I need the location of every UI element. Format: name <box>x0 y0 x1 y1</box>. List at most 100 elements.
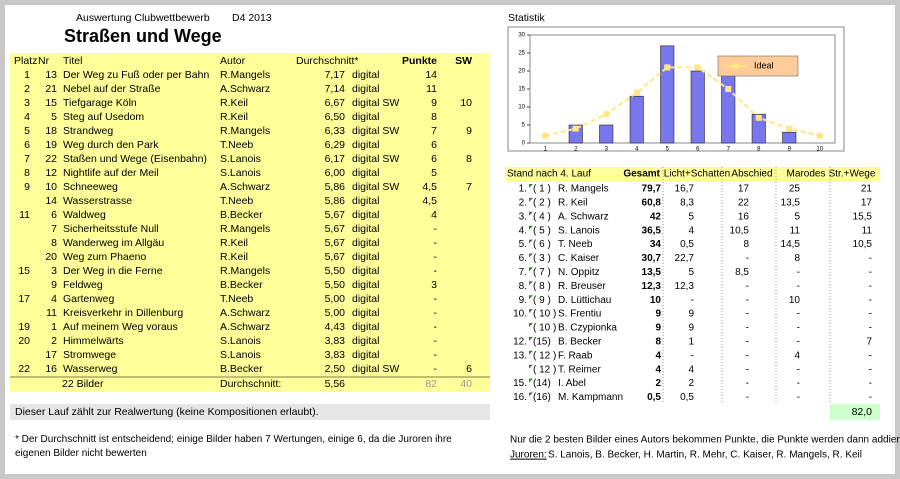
cell: digital <box>352 209 379 221</box>
cell: 5,67 <box>325 251 346 263</box>
cell: Schneeweg <box>63 181 118 193</box>
cell: digital <box>352 83 379 95</box>
marker <box>529 281 533 286</box>
cell: 36,5 <box>642 225 662 236</box>
cell: 9 <box>431 97 437 109</box>
cell: 22 <box>18 363 30 375</box>
marker <box>529 184 533 188</box>
cell: 6,00 <box>325 167 346 179</box>
cell: Tiefgarage Köln <box>63 97 137 109</box>
cell: 13,5 <box>642 267 662 278</box>
legend-label: Ideal <box>754 60 774 70</box>
cell: - <box>746 295 749 306</box>
cell: digital <box>352 139 379 151</box>
cell: 9. <box>519 295 527 306</box>
cell: 15 <box>45 97 57 109</box>
cell: ( 7 ) <box>533 267 551 278</box>
cell: 13. <box>513 350 527 361</box>
cell: S.Lanois <box>220 167 261 179</box>
cell: F. Raab <box>558 350 593 361</box>
cell: 4 <box>688 225 694 236</box>
cell: ( 6 ) <box>533 239 551 250</box>
cell: S.Lanois <box>220 153 261 165</box>
cell: 11 <box>862 225 873 236</box>
cell: 4 <box>655 364 661 375</box>
cell: 15 <box>18 265 30 277</box>
cell: - <box>434 251 438 263</box>
cell: digital SW <box>352 153 399 165</box>
cell: 7 <box>466 181 472 193</box>
cell: C. Kaiser <box>558 253 600 264</box>
column-header: Abschied <box>731 169 772 180</box>
cell: 14 <box>45 195 57 207</box>
cell: - <box>869 323 872 334</box>
cell: 5. <box>519 239 527 250</box>
marker <box>529 267 533 272</box>
cell: S. Frentiu <box>558 309 601 320</box>
cell: - <box>746 364 749 375</box>
column-header: Licht+Schatten <box>664 169 730 180</box>
cell: A.Schwarz <box>220 83 270 95</box>
cell: ( 10 ) <box>533 323 556 334</box>
cell: 3. <box>519 211 527 222</box>
cell: 3 <box>24 97 30 109</box>
cell: 4 <box>655 350 661 361</box>
cell: 7 <box>51 223 57 235</box>
cell: digital <box>352 321 379 333</box>
cell: - <box>746 253 749 264</box>
cell: ( 2 ) <box>533 198 551 209</box>
cell: 10. <box>513 309 527 320</box>
cell: D. Lüttichau <box>558 295 611 306</box>
cell: Der Weg in die Ferne <box>63 265 163 277</box>
marker <box>529 350 533 355</box>
cell: digital SW <box>352 181 399 193</box>
cell: R.Keil <box>220 97 248 109</box>
cell: Wasserstrasse <box>63 195 132 207</box>
footer-average: 5,56 <box>325 378 346 390</box>
cell: 17 <box>18 293 30 305</box>
y-tick-label: 10 <box>518 105 525 111</box>
column-header: Platz <box>14 55 37 67</box>
cell: 9 <box>24 181 30 193</box>
cell: 10 <box>45 181 57 193</box>
point <box>816 132 823 139</box>
cell: 8 <box>431 111 437 123</box>
cell: digital SW <box>352 97 399 109</box>
marker <box>529 211 533 216</box>
cell: 5 <box>431 167 437 179</box>
cell: 5,67 <box>325 223 346 235</box>
cell: 42 <box>650 211 662 222</box>
cell: ( 9 ) <box>533 295 551 306</box>
cell: - <box>797 392 800 403</box>
cell: 8 <box>51 237 57 249</box>
cell: - <box>797 378 800 389</box>
cell: 0,5 <box>680 392 694 403</box>
cell: Staßen und Wege (Eisenbahn) <box>63 153 207 165</box>
cell: 10 <box>650 295 662 306</box>
cell: R.Keil <box>220 111 248 123</box>
cell: 7,14 <box>325 83 346 95</box>
cell: 8,5 <box>735 267 749 278</box>
cell: digital <box>352 279 379 291</box>
cell: 6,17 <box>325 153 346 165</box>
cell: ( 4 ) <box>533 211 551 222</box>
cell: 0,5 <box>647 392 661 403</box>
bar <box>660 45 675 144</box>
cell: Weg durch den Park <box>63 139 159 151</box>
cell: 1 <box>51 321 57 333</box>
cell: 7. <box>519 267 527 278</box>
cell: 5 <box>688 267 694 278</box>
cell: Steg auf Usedom <box>63 111 144 123</box>
footnote: * Der Durchschnitt ist entscheidend; ein… <box>15 434 452 459</box>
cell: A.Schwarz <box>220 181 270 193</box>
marker <box>529 323 533 327</box>
cell: ( 10 ) <box>533 309 556 320</box>
cell: - <box>746 392 749 403</box>
point <box>725 86 732 92</box>
cell: 11 <box>46 307 57 319</box>
cell: digital <box>352 195 379 207</box>
cell: 3 <box>51 265 57 277</box>
cell: 3 <box>431 279 437 291</box>
cell: (14) <box>533 378 551 389</box>
bar <box>629 95 644 144</box>
